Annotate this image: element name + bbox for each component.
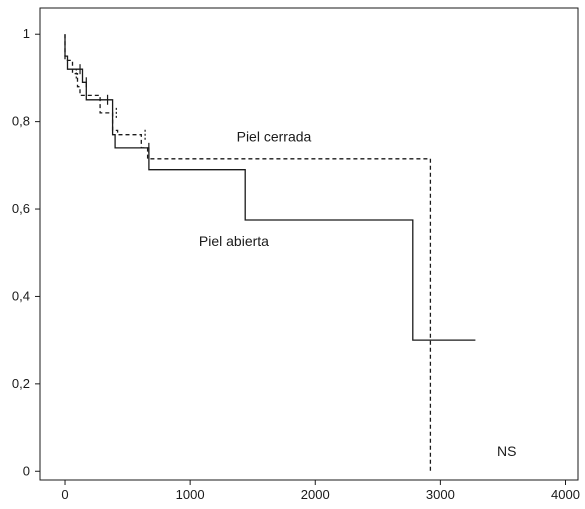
y-tick-label: 0 xyxy=(23,463,30,478)
y-tick-label: 0,4 xyxy=(12,288,30,303)
x-tick-label: 2000 xyxy=(301,487,330,502)
annotation-label: NS xyxy=(497,443,516,459)
x-axis: 0 1000 2000 3000 4000 xyxy=(61,480,580,502)
annotation-label: Piel cerrada xyxy=(237,128,312,144)
y-tick-label: 1 xyxy=(23,26,30,41)
y-tick-label: 0,6 xyxy=(12,201,30,216)
x-tick-label: 1000 xyxy=(176,487,205,502)
annotation-label: Piel abierta xyxy=(199,233,269,249)
series-line-piel-abierta xyxy=(64,34,476,341)
series-layer xyxy=(64,34,476,472)
y-tick-label: 0,8 xyxy=(12,114,30,129)
plot-frame xyxy=(39,7,579,481)
annotation-layer: Piel cerrada Piel abierta NS xyxy=(199,128,517,459)
y-tick-label: 0,2 xyxy=(12,376,30,391)
y-axis: 0 0,2 0,4 0,6 0,8 1 xyxy=(12,26,40,478)
x-tick-label: 0 xyxy=(61,487,68,502)
series-line-piel-cerrada xyxy=(64,34,432,472)
x-tick-label: 3000 xyxy=(426,487,455,502)
x-tick-label: 4000 xyxy=(551,487,580,502)
